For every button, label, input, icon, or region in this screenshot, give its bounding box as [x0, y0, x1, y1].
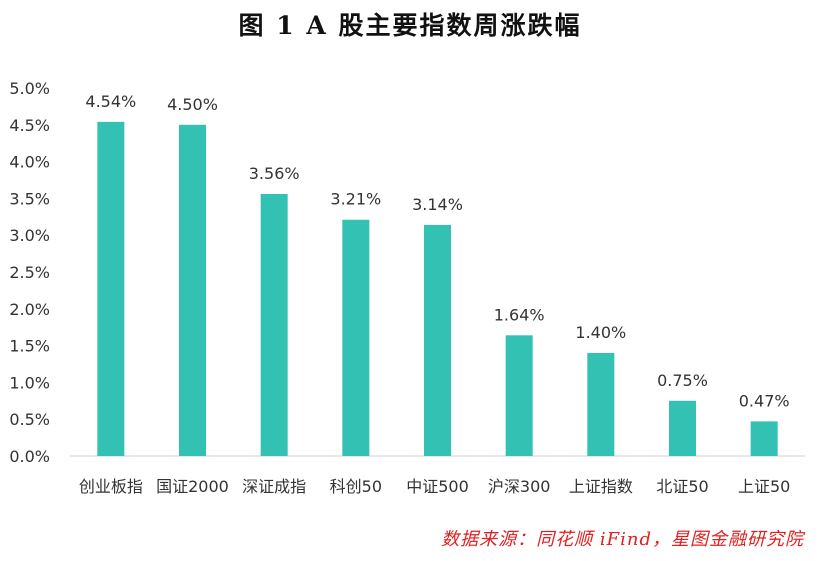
bar-value-label: 0.47% — [739, 391, 790, 410]
x-category-label: 沪深300 — [488, 477, 551, 496]
x-category-label: 国证2000 — [156, 477, 229, 496]
x-category-label: 中证500 — [406, 477, 469, 496]
bar-7 — [587, 352, 615, 456]
bar-value-label: 4.54% — [85, 92, 136, 111]
y-tick-label: 2.5% — [9, 263, 50, 282]
data-source-note: 数据来源：同花顺 iFind，星图金融研究院 — [441, 529, 804, 550]
x-category-label: 科创50 — [330, 477, 382, 496]
y-tick-label: 0.5% — [9, 410, 50, 429]
y-tick-label: 0.0% — [9, 447, 50, 466]
bar-value-label: 4.50% — [167, 95, 218, 114]
y-tick-label: 1.0% — [9, 373, 50, 392]
y-tick-label: 3.0% — [9, 226, 50, 245]
x-category-label: 深证成指 — [242, 477, 306, 496]
y-tick-label: 5.0% — [9, 79, 50, 98]
bar-value-label: 0.75% — [657, 371, 708, 390]
x-category-label: 上证指数 — [569, 477, 633, 496]
y-tick-label: 4.5% — [9, 116, 50, 135]
bar-value-label: 1.40% — [575, 323, 626, 342]
bar-value-label: 3.21% — [330, 190, 381, 209]
bar-9 — [750, 421, 778, 456]
bar-value-label: 3.14% — [412, 195, 463, 214]
y-tick-label: 1.5% — [9, 337, 50, 356]
x-category-label: 创业板指 — [79, 477, 143, 496]
bar-4 — [342, 219, 370, 456]
bar-5 — [424, 224, 451, 456]
x-category-label: 上证50 — [738, 477, 790, 496]
y-tick-label: 4.0% — [9, 153, 50, 172]
x-category-label: 北证50 — [656, 477, 708, 496]
bar-3 — [260, 193, 288, 456]
bar-8 — [669, 400, 696, 456]
chart-title: 图 1 A 股主要指数周涨跌幅 — [238, 11, 582, 40]
bar-6 — [505, 335, 533, 456]
bar-1 — [97, 121, 125, 456]
y-tick-label: 2.0% — [9, 300, 50, 319]
bar-value-label: 3.56% — [249, 164, 300, 183]
y-tick-label: 3.5% — [9, 189, 50, 208]
bar-value-label: 1.64% — [494, 305, 545, 324]
bar-2 — [179, 124, 206, 457]
